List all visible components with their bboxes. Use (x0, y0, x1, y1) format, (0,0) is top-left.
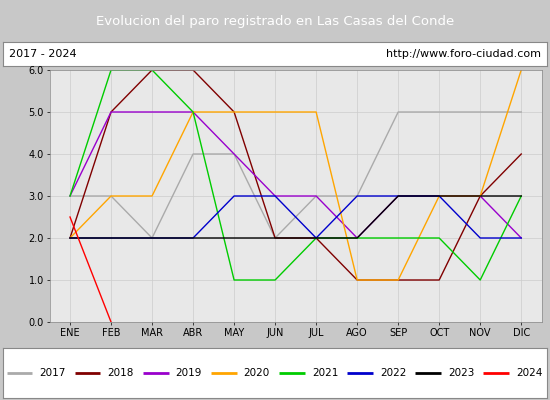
Text: 2018: 2018 (108, 368, 134, 378)
Text: 2020: 2020 (244, 368, 270, 378)
Text: Evolucion del paro registrado en Las Casas del Conde: Evolucion del paro registrado en Las Cas… (96, 14, 454, 28)
Text: 2019: 2019 (175, 368, 202, 378)
Text: 2017: 2017 (40, 368, 66, 378)
Text: 2017 - 2024: 2017 - 2024 (9, 49, 77, 59)
Text: 2024: 2024 (516, 368, 542, 378)
Text: 2023: 2023 (448, 368, 474, 378)
Text: 2022: 2022 (380, 368, 406, 378)
Text: 2021: 2021 (312, 368, 338, 378)
Text: http://www.foro-ciudad.com: http://www.foro-ciudad.com (386, 49, 541, 59)
